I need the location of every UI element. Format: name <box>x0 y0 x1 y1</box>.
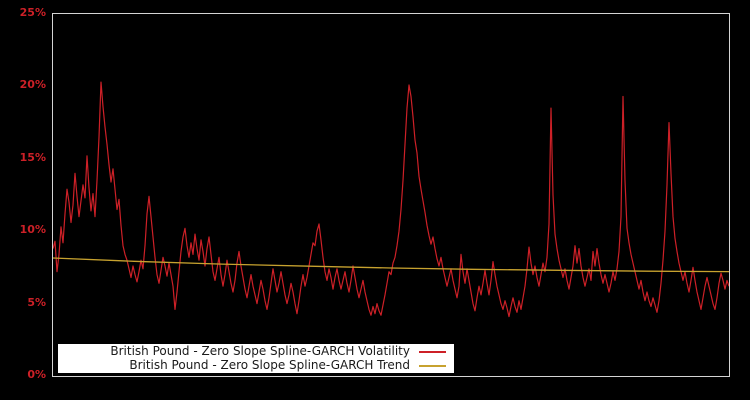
volatility-chart-svg <box>53 81 729 318</box>
y-axis-tick-label-1: 5% <box>27 295 46 309</box>
y-axis-tick-label-0: 0% <box>27 368 46 381</box>
legend-line-sample-trend <box>419 364 446 367</box>
y-axis-tick-label-5: 25% <box>19 6 46 19</box>
legend-label-trend: British Pound - Zero Slope Spline-GARCH … <box>129 358 410 372</box>
legend-item-trend: British Pound - Zero Slope Spline-GARCH … <box>62 359 446 372</box>
legend: British Pound - Zero Slope Spline-GARCH … <box>58 344 454 373</box>
y-axis-tick-label-3: 15% <box>19 150 46 164</box>
y-axis-tick-label-2: 10% <box>19 223 46 237</box>
legend-item-volatility: British Pound - Zero Slope Spline-GARCH … <box>62 345 446 358</box>
legend-label-volatility: British Pound - Zero Slope Spline-GARCH … <box>110 344 410 358</box>
legend-line-sample-volatility <box>419 350 446 353</box>
y-axis-tick-label-4: 20% <box>19 78 46 92</box>
plot-area <box>52 13 730 377</box>
